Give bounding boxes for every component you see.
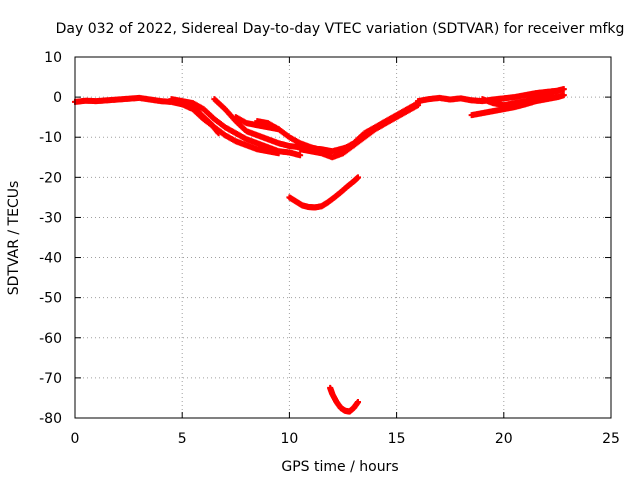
data-point xyxy=(355,174,362,181)
chart-title: Day 032 of 2022, Sidereal Day-to-day VTE… xyxy=(56,21,625,37)
series-arc-8 xyxy=(340,100,422,153)
series-arc-6 xyxy=(254,118,325,154)
x-tick-label: 25 xyxy=(602,431,620,447)
x-tick-label: 5 xyxy=(178,431,187,447)
data-point xyxy=(560,86,567,93)
y-tick-label: -30 xyxy=(39,210,62,226)
y-tick-label: 0 xyxy=(53,90,62,106)
series-arc-12 xyxy=(286,174,362,211)
x-axis-title: GPS time / hours xyxy=(281,459,398,475)
x-tick-label: 20 xyxy=(495,431,513,447)
series-arc-3 xyxy=(189,102,222,137)
x-tick-label: 15 xyxy=(388,431,406,447)
plot-frame xyxy=(74,56,612,419)
data-point xyxy=(297,152,304,159)
y-tick-label: -70 xyxy=(39,371,62,387)
x-tick-label: 0 xyxy=(71,431,80,447)
series-arc-11 xyxy=(479,88,561,109)
data-points xyxy=(72,86,567,415)
data-point xyxy=(560,92,567,99)
data-point xyxy=(215,130,222,137)
y-tick-label: -50 xyxy=(39,291,62,307)
data-point xyxy=(355,398,362,405)
series-arc-13 xyxy=(327,384,362,415)
y-tick-label: -80 xyxy=(39,411,62,427)
y-tick-label: -40 xyxy=(39,251,62,267)
axis-ticks: 0 5 10 15 20 25 10 0 -10 -20 -30 -40 -50 -60 -70 -80 xyxy=(39,50,620,447)
data-point xyxy=(554,88,561,95)
y-tick-label: -10 xyxy=(39,130,62,146)
y-tick-label: 10 xyxy=(44,50,62,66)
x-tick-label: 10 xyxy=(280,431,298,447)
y-tick-label: -20 xyxy=(39,170,62,186)
y-axis-title: SDTVAR / TECUs xyxy=(6,181,22,296)
y-tick-label: -60 xyxy=(39,331,62,347)
